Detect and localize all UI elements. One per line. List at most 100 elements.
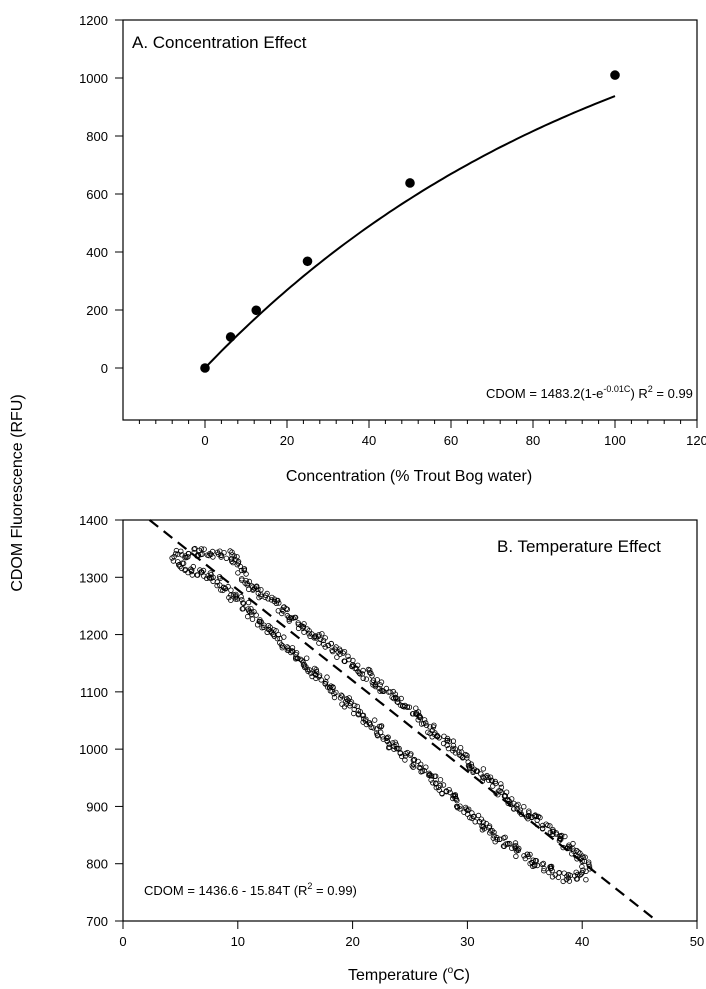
panel-b-data-point	[373, 726, 380, 732]
panel-b-x-tick-label: 50	[690, 934, 704, 949]
panel-b-data-point	[239, 606, 245, 612]
panel-b-data-point	[217, 582, 223, 588]
panel-a-r2-value: = 0.99	[653, 386, 693, 401]
panel-b-data-point	[582, 854, 588, 860]
panel-b-data-point	[243, 571, 249, 577]
panel-b-data-point	[241, 566, 248, 572]
panel-b-data-point	[380, 734, 386, 740]
panel-b-data-point	[230, 592, 237, 598]
panel-b-data-point	[246, 608, 252, 614]
panel-b-data-point	[408, 751, 414, 757]
panel-b-data-point	[373, 730, 380, 736]
panel-b-title: B. Temperature Effect	[497, 537, 661, 556]
panel-b-data-point	[423, 764, 429, 770]
panel-b-data-point	[235, 558, 242, 565]
panel-b-data-point	[450, 745, 456, 752]
panel-b-data-point	[350, 663, 357, 669]
panel-b-data-point	[458, 749, 465, 755]
panel-b-data-point	[257, 618, 263, 625]
panel-b-data-point	[409, 763, 415, 769]
panel-b-data-point	[169, 555, 175, 561]
panel-b-data-point	[437, 777, 444, 783]
panel-b-data-point	[295, 621, 302, 628]
panel-b-data-point	[324, 674, 330, 680]
panel-b-data-point	[476, 818, 483, 825]
panel-b-data-point	[345, 697, 351, 704]
panel-b-data-point	[350, 662, 356, 668]
panel-b-data-point	[450, 795, 456, 802]
panel-b-data-point	[395, 696, 401, 702]
panel-b-data-point	[398, 695, 404, 702]
panel-a-y-tick-label: 1000	[79, 71, 108, 86]
panel-b-data-point	[188, 566, 194, 572]
panel-b-data-point	[450, 792, 456, 799]
panel-b-data-point	[435, 784, 442, 791]
panel-b-data-point	[257, 617, 263, 623]
panel-a-data-point	[302, 256, 313, 267]
panel-b-data-point	[172, 551, 179, 557]
panel-b-data-point	[214, 582, 220, 589]
panel-b-data-point	[306, 631, 312, 637]
panel-b-data-point	[570, 840, 576, 847]
panel-b-data-point	[330, 648, 336, 655]
panel-b-y-tick-label: 1100	[80, 685, 108, 700]
panel-b-data-point	[301, 662, 307, 668]
panel-b-data-point	[426, 772, 432, 778]
panel-b-data-point	[253, 612, 259, 618]
panel-b-data-point	[199, 551, 205, 557]
panel-b-data-point	[440, 782, 447, 788]
panel-b-data-point	[466, 763, 472, 769]
panel-b-data-point	[522, 855, 528, 862]
panel-b-data-point	[229, 549, 235, 555]
panel-b-data-point	[374, 677, 380, 683]
panel-b-data-point	[276, 600, 282, 606]
panel-b-data-point	[344, 696, 350, 702]
panel-b-data-point	[581, 858, 588, 864]
panel-b-data-point	[186, 551, 192, 557]
panel-b-data-point	[207, 575, 213, 581]
panel-b-data-point	[308, 670, 314, 676]
panel-a-equation-exponent: -0.01C	[603, 384, 631, 394]
panel-a-y-tick-label: 400	[86, 245, 108, 260]
panel-b-data-point	[264, 629, 270, 635]
panel-b-data-point	[188, 568, 195, 575]
panel-b-data-point	[311, 670, 317, 677]
panel-b-data-point	[559, 832, 565, 839]
panel-b-data-point	[482, 774, 489, 780]
panel-b-data-point	[488, 777, 495, 783]
panel-b-data-point	[430, 780, 436, 786]
panel-b-data-point	[556, 870, 562, 876]
panel-b-data-point	[271, 627, 277, 633]
panel-b-data-point	[399, 753, 405, 760]
panel-a-x-tick-label: 80	[526, 433, 540, 448]
panel-b-data-point	[218, 554, 224, 560]
panel-b-data-point	[500, 843, 507, 849]
panel-b-data-point	[406, 704, 413, 710]
panel-a-data-point	[200, 363, 210, 373]
panel-b-data-point	[430, 724, 437, 730]
panel-a-y-tick-label: 200	[86, 303, 108, 318]
panel-a-plot-frame	[122, 19, 698, 421]
panel-b-data-point	[370, 725, 376, 731]
panel-a-title: A. Concentration Effect	[132, 33, 307, 52]
panel-b-data-point	[345, 653, 351, 659]
panel-a-data-point	[405, 178, 415, 188]
panel-b-data-point	[505, 800, 511, 807]
panel-b-data-point	[580, 867, 586, 873]
panel-b-data-point	[175, 551, 181, 557]
panel-b-equation: CDOM = 1436.6 - 15.84T (R2 = 0.99)	[144, 881, 357, 898]
panel-a-r2-sup: 2	[648, 384, 653, 394]
panel-b-data-point	[284, 647, 291, 653]
panel-b-data-point	[238, 594, 244, 600]
panel-b-data-point	[283, 606, 289, 612]
panel-b-data-point	[343, 698, 349, 705]
panel-b-data-point	[573, 869, 579, 875]
panel-b-data-point	[452, 750, 459, 756]
panel-a-data-point	[251, 305, 262, 316]
panel-b-data-point	[322, 644, 328, 650]
panel-a-equation-close: )	[630, 386, 638, 401]
panel-b-x-label-main: Temperature (	[348, 967, 448, 984]
panel-b-data-point	[233, 591, 239, 598]
panel-b-data-point	[580, 854, 586, 861]
